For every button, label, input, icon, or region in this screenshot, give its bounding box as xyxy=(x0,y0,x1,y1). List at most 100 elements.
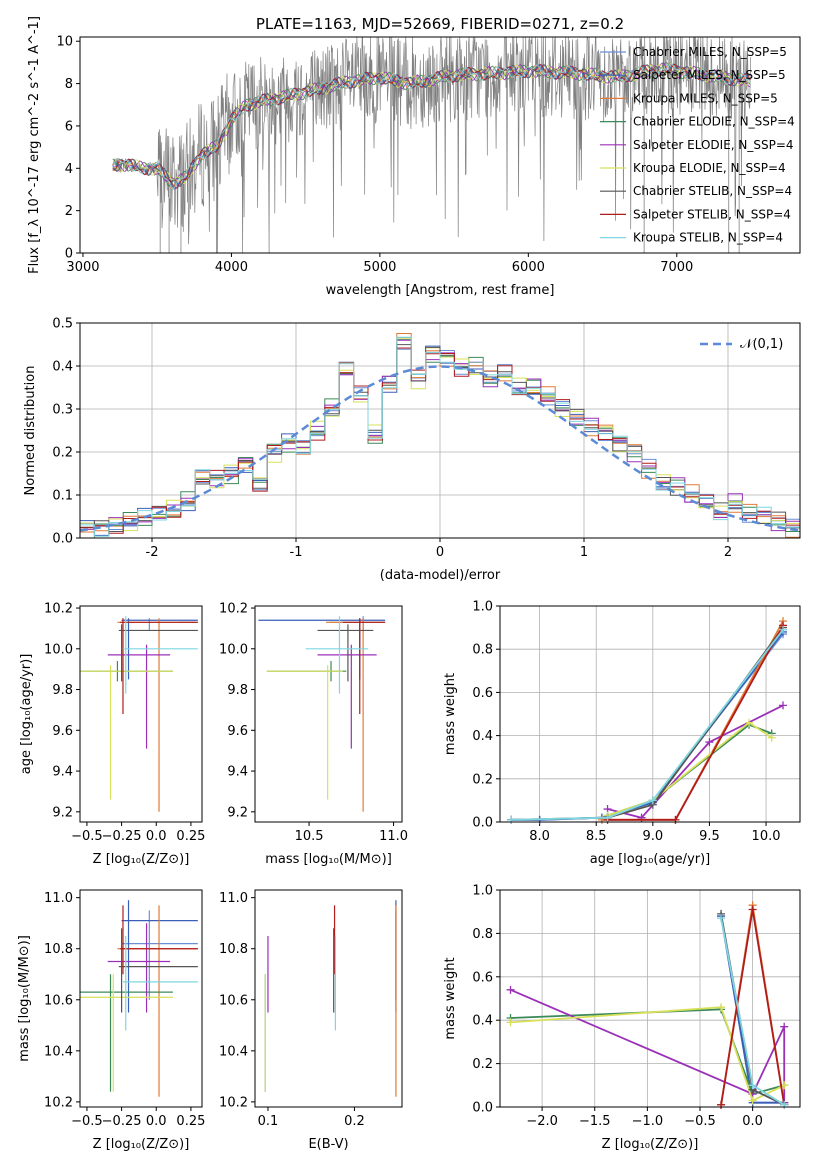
series-line-1 xyxy=(511,633,784,821)
series-point xyxy=(717,914,726,923)
y-tick-label: 0.2 xyxy=(472,1057,493,1072)
series-line-6 xyxy=(510,1006,785,1102)
y-tick-label: 10.2 xyxy=(219,1095,248,1110)
x-tick-label: 3000 xyxy=(66,260,99,275)
y-tick-label: 10.6 xyxy=(219,993,248,1008)
x-axis-label: Z [log₁₀(Z/Z⊙)] xyxy=(602,1137,699,1152)
y-tick-label: 10.8 xyxy=(44,942,73,957)
x-tick-label: 1 xyxy=(580,545,588,560)
series-point xyxy=(717,1100,726,1109)
y-tick-label: 0.4 xyxy=(472,1014,493,1029)
x-tick-label: 0.0 xyxy=(146,1114,167,1129)
y-tick-label: 10.2 xyxy=(44,1095,73,1110)
histogram-7 xyxy=(80,344,800,532)
y-axis-label: mass weight xyxy=(443,673,458,755)
x-tick-label: 8.5 xyxy=(586,829,607,844)
axes-frame xyxy=(254,889,403,1108)
series-point xyxy=(748,1096,757,1105)
series-point xyxy=(671,815,680,824)
y-tick-label: 1.0 xyxy=(472,884,493,899)
series-point xyxy=(779,625,788,634)
x-tick-label: 0.25 xyxy=(176,1114,205,1129)
y-axis-label: Flux [f_λ 10^-17 erg cm^-2 s^-1 A^-1] xyxy=(27,16,42,274)
x-tick-label: 0.0 xyxy=(146,829,167,844)
x-tick-label: −2.0 xyxy=(526,1114,558,1129)
y-tick-label: 0 xyxy=(65,247,73,262)
y-tick-label: 1.0 xyxy=(472,600,493,615)
model-spectrum-9 xyxy=(112,62,751,191)
y-tick-label: 0.8 xyxy=(472,927,493,942)
x-tick-label: 8.0 xyxy=(529,829,550,844)
x-tick-label: −1.0 xyxy=(632,1114,664,1129)
y-tick-label: 0.0 xyxy=(472,816,493,831)
y-tick-label: 10.2 xyxy=(44,602,73,617)
x-tick-label: 5000 xyxy=(363,260,396,275)
y-tick-label: 9.6 xyxy=(227,724,248,739)
x-axis-label: mass [log₁₀(M/M⊙)] xyxy=(265,852,392,867)
x-tick-label: -1 xyxy=(290,545,303,560)
mass-vs-ebv-panel: 0.1 0.2 10.2 10.4 10.6 10.8 11.0 E(B-V) xyxy=(219,889,403,1152)
y-tick-label: 10.4 xyxy=(219,1044,248,1059)
series-point xyxy=(506,985,515,994)
y-tick-label: 0.6 xyxy=(472,970,493,985)
series-point xyxy=(705,738,714,747)
series-point xyxy=(507,815,516,824)
y-tick-label: 0.6 xyxy=(472,686,493,701)
legend-label: Chabrier ELODIE, N_SSP=4 xyxy=(633,115,795,129)
x-axis-label: E(B-V) xyxy=(308,1137,348,1152)
series-point xyxy=(506,1018,515,1027)
x-tick-label: 10.0 xyxy=(752,829,781,844)
y-tick-label: 9.8 xyxy=(52,683,73,698)
axes-frame xyxy=(79,605,203,823)
y-tick-label: 10.4 xyxy=(44,1044,73,1059)
y-tick-label: 2 xyxy=(65,204,73,219)
mass-vs-metallicity-panel: −0.5−0.25 0.0 0.25 10.2 10.4 10.6 10.8 11.0 Z [l… xyxy=(17,889,205,1152)
series-line-6 xyxy=(607,721,773,817)
axes-frame xyxy=(79,889,203,1108)
model-spectrum-8 xyxy=(112,63,751,189)
y-tick-label: 9.8 xyxy=(227,683,248,698)
legend-label: Chabrier MILES, N_SSP=5 xyxy=(633,45,787,59)
y-axis-label: mass [log₁₀(M/M⊙)] xyxy=(17,935,32,1062)
x-tick-label: −0.5 xyxy=(71,829,103,844)
y-tick-label: 10.0 xyxy=(44,642,73,657)
axes-frame xyxy=(79,36,801,254)
spectrum-panel: 3000 4000 5000 6000 7000 0 2 4 6 8 10 wavelength [A… xyxy=(27,16,801,298)
y-tick-label: 6 xyxy=(65,119,73,134)
legend-label: Salpeter ELODIE, N_SSP=4 xyxy=(633,138,794,152)
y-axis-label: mass weight xyxy=(443,957,458,1039)
y-tick-label: 0.8 xyxy=(472,643,493,658)
legend-label: Kroupa MILES, N_SSP=5 xyxy=(633,91,778,105)
series-line-7 xyxy=(511,627,784,821)
y-tick-label: 9.2 xyxy=(227,805,248,820)
y-tick-label: 10 xyxy=(56,35,73,50)
y-tick-label: 10.8 xyxy=(219,942,248,957)
series-point xyxy=(648,796,657,805)
y-tick-label: 8 xyxy=(65,77,73,92)
y-tick-label: 11.0 xyxy=(44,891,73,906)
y-tick-label: 0.3 xyxy=(52,403,73,418)
y-tick-label: 9.2 xyxy=(52,805,73,820)
x-tick-label: 0.1 xyxy=(258,1114,279,1129)
x-tick-label: 6000 xyxy=(512,260,545,275)
series-point xyxy=(717,1003,726,1012)
y-tick-label: 10.6 xyxy=(44,993,73,1008)
x-tick-label: 7000 xyxy=(660,260,693,275)
y-tick-label: 10.0 xyxy=(219,642,248,657)
x-axis-label: age [log₁₀(age/yr)] xyxy=(590,852,711,867)
y-axis-label: Normed distribution xyxy=(23,366,38,496)
massweight-vs-metallicity-panel: −2.0 −1.5 −1.0 −0.5 0.0 0.0 0.2 0.4 0.6 0.8 1.0 Z [… xyxy=(443,884,801,1152)
x-tick-label: −1.5 xyxy=(579,1114,611,1129)
x-tick-label: 9.5 xyxy=(699,829,720,844)
x-tick-label: 11.0 xyxy=(379,829,408,844)
legend-label: Salpeter MILES, N_SSP=5 xyxy=(633,68,786,82)
axes-frame xyxy=(499,889,801,1108)
y-tick-label: 11.0 xyxy=(219,891,248,906)
legend-label: Salpeter STELIB, N_SSP=4 xyxy=(633,207,791,221)
age-vs-metallicity-panel: −0.5−0.25 0.0 0.25 9.2 9.4 9.6 9.8 10.0 10.2 Z [l… xyxy=(19,602,205,867)
x-tick-label: 9.0 xyxy=(642,829,663,844)
legend-label: Chabrier STELIB, N_SSP=4 xyxy=(633,184,792,198)
massweight-vs-age-panel: 8.0 8.5 9.0 9.5 10.0 0.0 0.2 0.4 0.6 0.8 1.0 age [l… xyxy=(443,600,801,867)
x-tick-label: 0 xyxy=(436,545,444,560)
x-tick-label: 0.0 xyxy=(742,1114,763,1129)
